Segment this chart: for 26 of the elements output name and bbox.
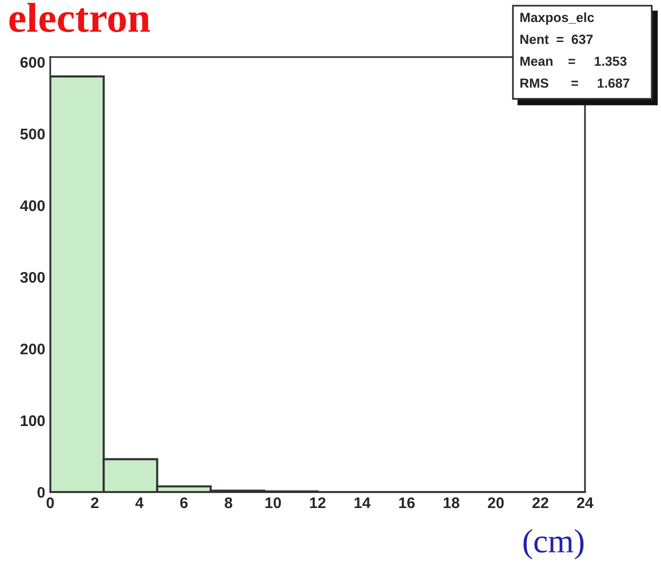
y-tick-label: 600	[20, 56, 45, 68]
chart-title: electron	[9, 2, 150, 32]
x-tick-label: 4	[135, 498, 144, 508]
x-tick-label: 22	[532, 497, 548, 508]
x-tick-label: 6	[180, 497, 188, 508]
x-tick-label: 18	[444, 497, 460, 508]
x-tick-label: 14	[354, 498, 371, 508]
x-tick-label: 0	[46, 497, 54, 508]
y-tick-label: 500	[20, 128, 45, 140]
x-axis-title: (cm)	[524, 529, 584, 560]
x-tick-label: 20	[488, 497, 504, 508]
x-tick-label: 12	[310, 497, 326, 508]
x-tick-label: 16	[399, 497, 415, 508]
y-tick-label: 400	[20, 200, 45, 212]
x-tick-label: 10	[266, 497, 281, 508]
x-tick-label: 8	[224, 497, 232, 508]
annotation: Mean = 1.353	[520, 56, 627, 66]
y-tick-label: 200	[20, 344, 45, 354]
y-tick-label: 0	[37, 486, 45, 498]
y-tick-label: 300	[20, 272, 45, 283]
text: Nent = 637	[520, 34, 593, 44]
x-tick-label: 24	[577, 497, 594, 508]
text: Maxpos_elc	[520, 12, 594, 25]
y-tick-label: 100	[20, 415, 45, 426]
x-tick-label: 2	[91, 497, 98, 508]
annotation: RMS = 1.687	[520, 78, 630, 88]
